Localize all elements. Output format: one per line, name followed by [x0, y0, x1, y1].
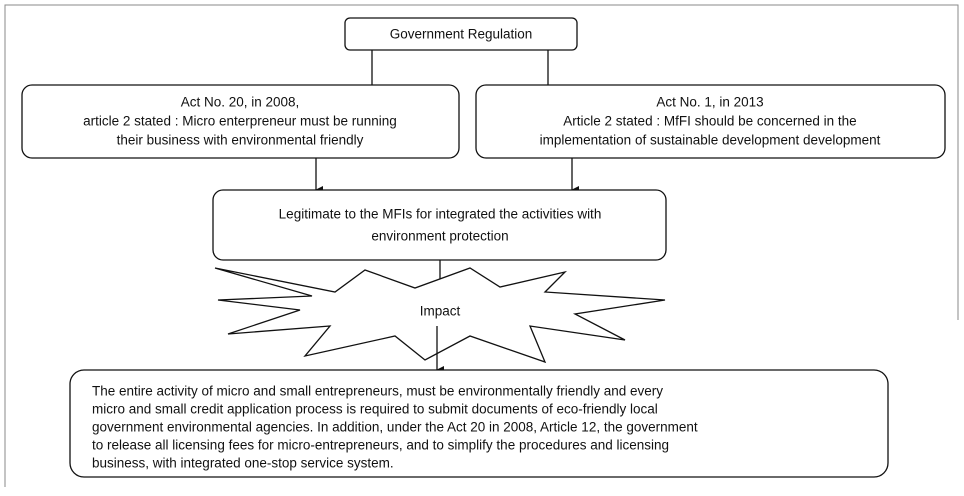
node-label: Article 2 stated : MfFI should be concer…	[563, 114, 856, 129]
node-label: environment protection	[371, 229, 508, 244]
node-label: The entire activity of micro and small e…	[92, 384, 663, 399]
node-label: government environmental agencies. In ad…	[92, 420, 698, 435]
node-label: Impact	[420, 304, 461, 319]
node-label: business, with integrated one-stop servi…	[92, 456, 394, 471]
node-label: to release all licensing fees for micro-…	[92, 438, 669, 453]
node-label: Government Regulation	[390, 27, 533, 42]
node-label: Act No. 20, in 2008,	[181, 95, 300, 110]
node-label: Legitimate to the MFIs for integrated th…	[279, 207, 602, 222]
node-box	[21, 84, 460, 159]
frame	[4, 4, 959, 487]
node-box	[212, 189, 667, 261]
node-label: micro and small credit application proce…	[92, 402, 658, 417]
node-label: their business with environmental friend…	[117, 133, 364, 148]
impact-burst	[214, 267, 666, 364]
node-box	[69, 369, 889, 478]
node-box	[344, 17, 578, 51]
node-label: implementation of sustainable developmen…	[540, 133, 881, 148]
node-label: article 2 stated : Micro enterpreneur mu…	[83, 114, 397, 129]
node-box	[475, 84, 946, 159]
node-label: Act No. 1, in 2013	[656, 95, 763, 110]
